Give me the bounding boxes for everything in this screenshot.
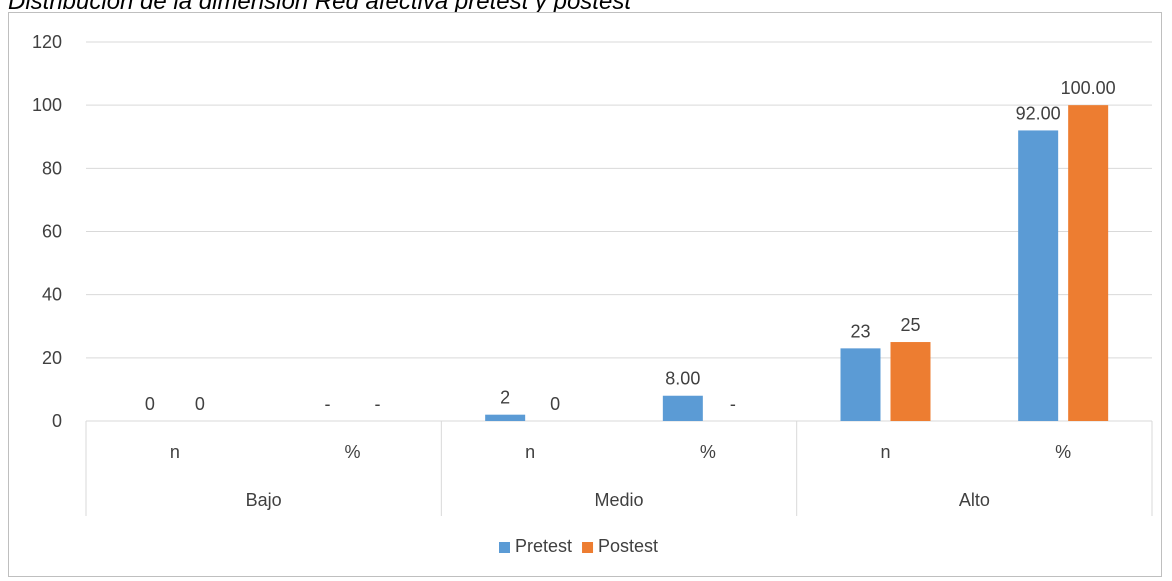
y-tick-label-0: 0 [52, 411, 62, 431]
chart-title: Distribución de la dimensión Red afectiv… [8, 0, 631, 15]
bar-pretest [1018, 130, 1059, 421]
data-label-pretest: 92.00 [1016, 103, 1061, 123]
x-subcategory-label: n [170, 442, 180, 462]
legend-swatch-pretest [499, 542, 510, 553]
legend-label-postest: Postest [598, 536, 658, 556]
data-label-postest: 0 [550, 394, 560, 414]
legend-label-pretest: Pretest [515, 536, 572, 556]
data-label-postest: 0 [195, 394, 205, 414]
data-label-postest: - [375, 394, 381, 414]
bar-pretest [662, 395, 703, 421]
y-tick-label-120: 120 [32, 32, 62, 52]
legend-swatch-postest [582, 542, 594, 553]
x-group-label-bajo: Bajo [246, 490, 282, 510]
x-subcategory-label: n [880, 442, 890, 462]
bar-postest [1068, 105, 1109, 422]
data-label-pretest: - [325, 394, 331, 414]
x-subcategory-label: % [700, 442, 716, 462]
x-subcategory-label: % [1055, 442, 1071, 462]
y-tick-label-80: 80 [42, 158, 62, 178]
x-group-label-alto: Alto [959, 490, 990, 510]
data-label-postest: 25 [900, 315, 920, 335]
y-tick-label-60: 60 [42, 222, 62, 242]
y-tick-label-40: 40 [42, 285, 62, 305]
x-subcategory-label: n [525, 442, 535, 462]
data-label-pretest: 23 [850, 321, 870, 341]
x-group-label-medio: Medio [594, 490, 643, 510]
bar-pretest [485, 414, 526, 421]
y-tick-label-20: 20 [42, 348, 62, 368]
x-subcategory-label: % [344, 442, 360, 462]
y-tick-label-100: 100 [32, 95, 62, 115]
data-label-pretest: 2 [500, 388, 510, 408]
data-label-pretest: 8.00 [665, 369, 700, 389]
data-label-postest: - [730, 394, 736, 414]
data-label-postest: 100.00 [1061, 78, 1116, 98]
bar-postest [890, 342, 931, 421]
data-label-pretest: 0 [145, 394, 155, 414]
bar-pretest [840, 348, 881, 421]
